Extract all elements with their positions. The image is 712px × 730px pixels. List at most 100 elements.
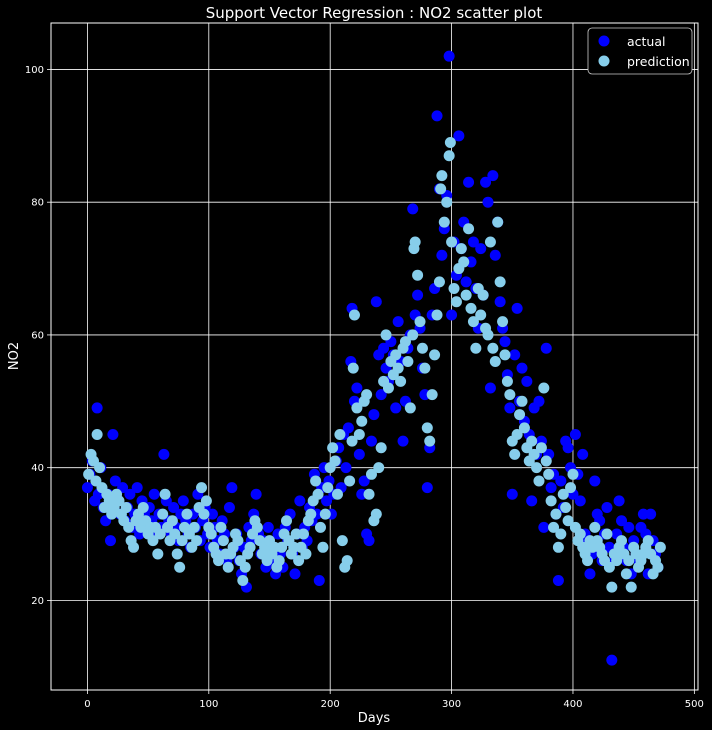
prediction-point bbox=[217, 535, 229, 547]
prediction-point bbox=[300, 548, 312, 560]
actual-point bbox=[623, 521, 635, 533]
prediction-point bbox=[545, 495, 557, 507]
prediction-point bbox=[373, 462, 385, 474]
prediction-point bbox=[514, 409, 526, 421]
actual-point bbox=[104, 535, 116, 547]
prediction-point bbox=[652, 561, 664, 573]
actual-point bbox=[177, 495, 189, 507]
prediction-point bbox=[159, 488, 171, 500]
actual-point bbox=[584, 568, 596, 580]
prediction-point bbox=[347, 362, 359, 374]
prediction-point bbox=[375, 442, 387, 454]
prediction-point bbox=[297, 528, 309, 540]
y-tick-label: 60 bbox=[31, 330, 44, 341]
prediction-point bbox=[426, 389, 438, 401]
actual-point bbox=[250, 488, 262, 500]
prediction-point bbox=[435, 183, 447, 195]
actual-point bbox=[313, 574, 325, 586]
actual-point bbox=[552, 574, 564, 586]
prediction-point bbox=[348, 309, 360, 321]
y-tick-label: 80 bbox=[31, 198, 44, 209]
prediction-point bbox=[344, 475, 356, 487]
prediction-point bbox=[327, 442, 339, 454]
x-axis-label: Days bbox=[358, 711, 391, 726]
prediction-point bbox=[176, 535, 188, 547]
prediction-point bbox=[336, 535, 348, 547]
prediction-point bbox=[533, 475, 545, 487]
prediction-point bbox=[363, 488, 375, 500]
prediction-point bbox=[477, 289, 489, 301]
x-tick-label: 300 bbox=[442, 699, 461, 710]
prediction-point bbox=[409, 236, 421, 248]
actual-point bbox=[645, 508, 657, 520]
actual-point bbox=[431, 110, 443, 122]
x-tick-label: 400 bbox=[563, 699, 582, 710]
prediction-point bbox=[465, 302, 477, 314]
prediction-point bbox=[540, 455, 552, 467]
actual-point bbox=[81, 482, 93, 494]
prediction-point bbox=[365, 468, 377, 480]
prediction-point bbox=[370, 508, 382, 520]
prediction-point bbox=[528, 448, 540, 460]
prediction-point bbox=[416, 342, 428, 354]
actual-point bbox=[446, 309, 458, 321]
prediction-point bbox=[237, 574, 249, 586]
actual-point bbox=[545, 482, 557, 494]
actual-point bbox=[574, 495, 586, 507]
prediction-point bbox=[232, 535, 244, 547]
prediction-point bbox=[550, 508, 562, 520]
prediction-point bbox=[213, 555, 225, 567]
actual-point bbox=[365, 435, 377, 447]
prediction-point bbox=[511, 428, 523, 440]
prediction-point bbox=[531, 462, 543, 474]
y-axis-ticks: 20 40 60 80 100 bbox=[25, 65, 51, 607]
prediction-point bbox=[305, 508, 317, 520]
prediction-point bbox=[280, 515, 292, 527]
prediction-point bbox=[654, 541, 666, 553]
prediction-point bbox=[504, 389, 516, 401]
prediction-point bbox=[560, 501, 572, 513]
actual-point bbox=[538, 521, 550, 533]
prediction-point bbox=[314, 521, 326, 533]
prediction-point bbox=[518, 422, 530, 434]
actual-point bbox=[262, 521, 274, 533]
prediction-point bbox=[526, 435, 538, 447]
prediction-point bbox=[351, 402, 363, 414]
prediction-point bbox=[433, 276, 445, 288]
prediction-point bbox=[642, 535, 654, 547]
actual-point bbox=[521, 375, 533, 387]
actual-point bbox=[363, 535, 375, 547]
actual-point bbox=[577, 448, 589, 460]
prediction-point bbox=[470, 342, 482, 354]
prediction-point bbox=[475, 309, 487, 321]
prediction-point bbox=[341, 555, 353, 567]
prediction-point bbox=[157, 508, 169, 520]
prediction-point bbox=[555, 528, 567, 540]
prediction-point bbox=[606, 581, 618, 593]
prediction-point bbox=[128, 541, 140, 553]
prediction-point bbox=[191, 535, 203, 547]
x-axis-ticks: 0 100 200 300 400 500 bbox=[84, 690, 704, 710]
actual-point bbox=[453, 130, 465, 142]
actual-point bbox=[148, 488, 160, 500]
prediction-point bbox=[482, 329, 494, 341]
prediction-point bbox=[620, 568, 632, 580]
y-tick-label: 40 bbox=[31, 463, 44, 474]
prediction-point bbox=[574, 528, 586, 540]
prediction-point bbox=[276, 541, 288, 553]
prediction-point bbox=[312, 488, 324, 500]
actual-point bbox=[516, 362, 528, 374]
prediction-point bbox=[91, 428, 103, 440]
prediction-point bbox=[535, 442, 547, 454]
prediction-point bbox=[198, 508, 210, 520]
prediction-point bbox=[392, 362, 404, 374]
prediction-point bbox=[441, 196, 453, 208]
prediction-point bbox=[414, 316, 426, 328]
prediction-point bbox=[412, 269, 424, 281]
prediction-point bbox=[438, 216, 450, 228]
prediction-point bbox=[616, 535, 628, 547]
actual-point bbox=[368, 409, 380, 421]
actual-point bbox=[616, 515, 628, 527]
actual-point bbox=[569, 428, 581, 440]
